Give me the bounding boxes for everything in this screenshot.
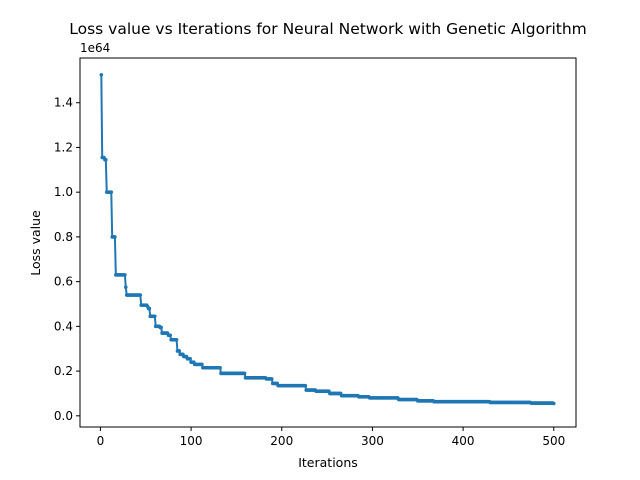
data-point [159,325,163,330]
data-point [218,365,222,370]
y-tick-label: 0.2 [54,364,73,378]
x-tick-label: 500 [542,434,565,448]
y-tick-label: 1.0 [54,185,73,199]
x-tick-label: 400 [452,434,475,448]
data-point [242,371,247,376]
plot-area [79,57,577,428]
y-tick-label: 0.0 [54,409,73,423]
data-point [99,72,104,77]
y-tick-label: 1.2 [54,140,73,154]
data-point [303,383,308,388]
y-scale-label: 1e64 [80,41,110,55]
data-point [147,306,152,311]
chart-title: Loss value vs Iterations for Neural Netw… [69,20,587,38]
axes-frame [79,57,577,428]
x-axis-label: Iterations [298,455,358,470]
data-point [168,333,173,338]
data-point [188,356,192,361]
x-tick-label: 300 [361,434,384,448]
y-tick-label: 0.8 [54,230,73,244]
data-point [104,157,108,162]
data-point [109,190,114,194]
data-point [200,362,204,367]
loss-series-line [100,74,555,405]
data-point [174,337,179,342]
data-point [123,285,128,290]
data-point [138,293,143,297]
x-axis: 0 100 200 300 400 500 [97,427,565,448]
y-tick-label: 1.4 [54,96,73,110]
data-point [153,314,157,319]
y-axis-label: Loss value [28,210,43,276]
data-point [269,377,274,381]
y-tick-label: 0.6 [54,275,73,289]
data-point [177,349,182,353]
y-tick-label: 0.4 [54,319,73,333]
y-axis: 0.0 0.2 0.4 0.6 0.8 1.0 1.2 1.4 [54,96,80,423]
data-point [551,401,556,406]
data-point [113,235,117,239]
data-point [123,273,127,277]
x-tick-label: 200 [270,434,293,448]
x-tick-label: 0 [97,434,105,448]
x-tick-label: 100 [180,434,203,448]
